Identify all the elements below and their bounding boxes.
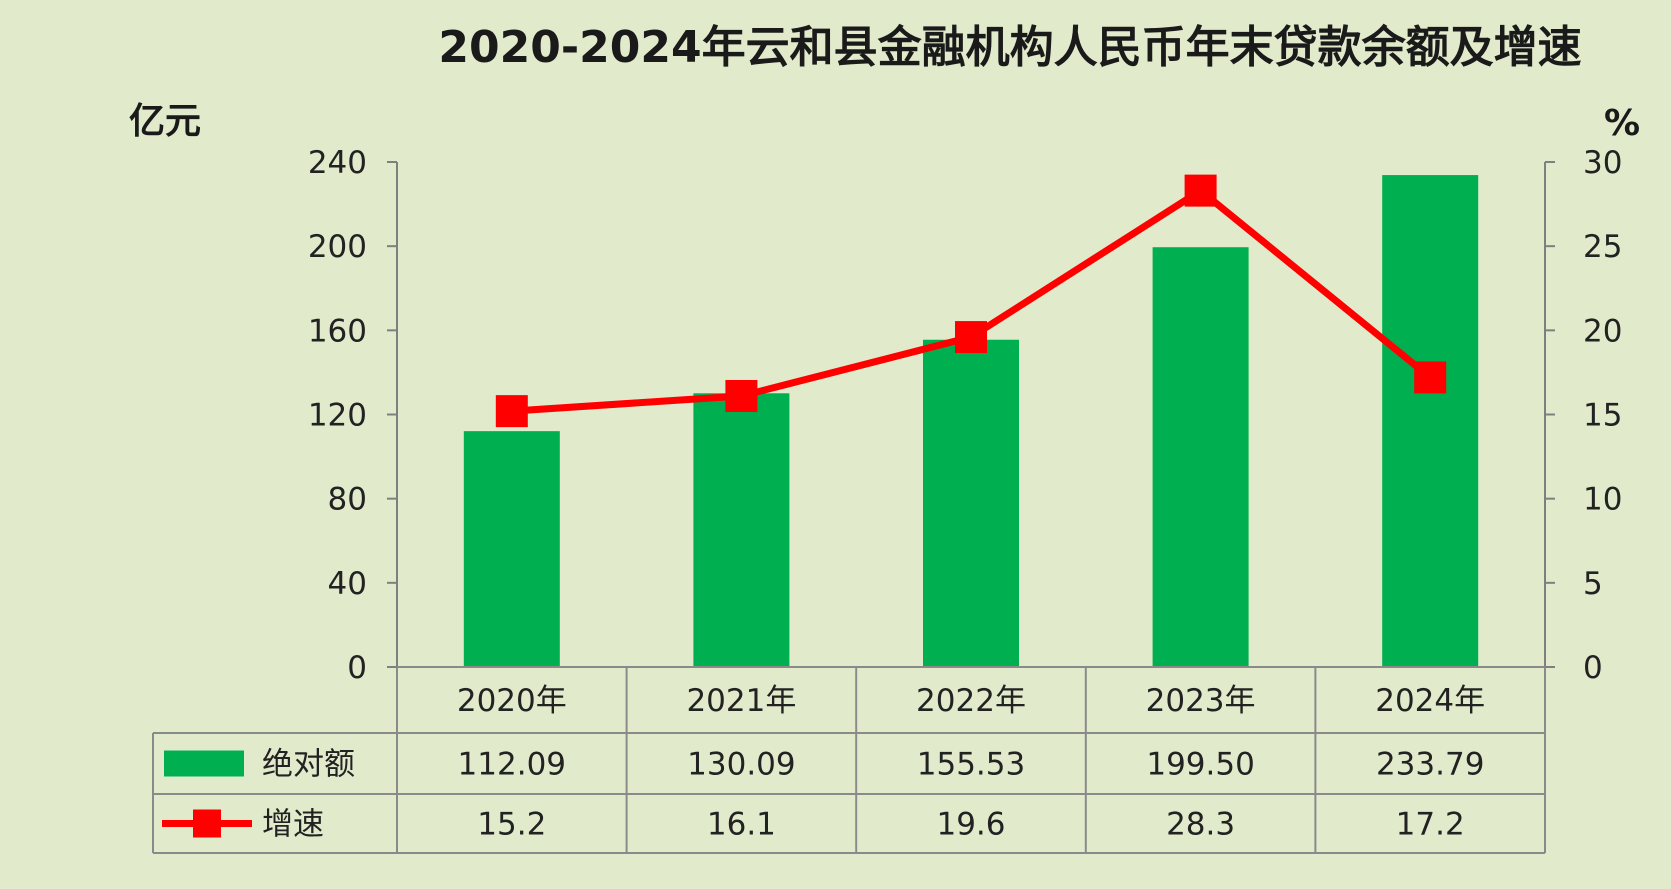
right-axis-tick-label: 5 bbox=[1583, 566, 1603, 602]
bar-value-label: 199.50 bbox=[1146, 747, 1254, 783]
bar-2020年 bbox=[463, 431, 560, 667]
growth-value-label: 17.2 bbox=[1396, 807, 1465, 843]
left-axis-tick-label: 200 bbox=[308, 229, 367, 265]
growth-marker-2020年 bbox=[495, 395, 528, 428]
growth-line-group bbox=[495, 174, 1447, 428]
growth-value-label: 16.1 bbox=[707, 807, 776, 843]
legend-line-marker bbox=[193, 809, 221, 838]
bar-value-label: 233.79 bbox=[1376, 747, 1484, 783]
right-axis-tick-label: 15 bbox=[1583, 398, 1622, 434]
bar-value-label: 155.53 bbox=[917, 747, 1025, 783]
left-axis-unit: 亿元 bbox=[129, 101, 201, 142]
left-axis-tick-label: 40 bbox=[328, 566, 367, 602]
growth-value-label: 19.6 bbox=[936, 807, 1005, 843]
left-axis-tick-label: 120 bbox=[308, 398, 367, 434]
right-axis-tick-label: 20 bbox=[1583, 313, 1622, 349]
growth-marker-2021年 bbox=[725, 379, 758, 412]
bar-2021年 bbox=[693, 393, 790, 667]
legend-bar-swatch bbox=[164, 750, 244, 777]
left-axis-tick-label: 80 bbox=[328, 482, 367, 518]
category-label: 2024年 bbox=[1375, 683, 1485, 719]
growth-marker-2022年 bbox=[955, 321, 987, 354]
bar-value-label: 130.09 bbox=[687, 747, 795, 783]
bar-2024年 bbox=[1382, 175, 1479, 667]
chart-title: 2020-2024年云和县金融机构人民币年末贷款余额及增速 bbox=[438, 22, 1581, 73]
left-axis-tick-label: 0 bbox=[347, 650, 367, 686]
growth-marker-2024年 bbox=[1414, 361, 1447, 394]
left-axis-tick-label: 160 bbox=[308, 313, 367, 349]
category-label: 2022年 bbox=[916, 683, 1026, 719]
category-label: 2021年 bbox=[686, 683, 796, 719]
right-axis-tick-label: 0 bbox=[1583, 650, 1603, 686]
data-table: 2020年 2021年 2022年 2023年 2024年 112.09 130.09 155… bbox=[152, 666, 1546, 854]
category-label: 2023年 bbox=[1146, 683, 1256, 719]
legend-line-label: 增速 bbox=[262, 807, 324, 843]
axes-group: 0 40 80 120 160 200 240 0 5 10 15 20 25 30 bbox=[308, 145, 1623, 686]
right-axis-tick-label: 10 bbox=[1583, 482, 1622, 518]
growth-marker-2023年 bbox=[1184, 174, 1217, 207]
right-axis-tick-label: 25 bbox=[1583, 229, 1622, 265]
category-label: 2020年 bbox=[457, 683, 567, 719]
bar-value-label: 112.09 bbox=[458, 747, 566, 783]
growth-value-label: 28.3 bbox=[1166, 807, 1235, 843]
legend-bar-label: 绝对额 bbox=[262, 747, 355, 783]
bar-2022年 bbox=[923, 339, 1019, 667]
right-axis-unit: % bbox=[1604, 103, 1640, 144]
right-axis-tick-label: 30 bbox=[1583, 145, 1622, 181]
bar-2023年 bbox=[1152, 247, 1249, 667]
growth-value-label: 15.2 bbox=[477, 807, 546, 843]
left-axis-tick-label: 240 bbox=[308, 145, 367, 181]
bars-group bbox=[463, 175, 1479, 667]
